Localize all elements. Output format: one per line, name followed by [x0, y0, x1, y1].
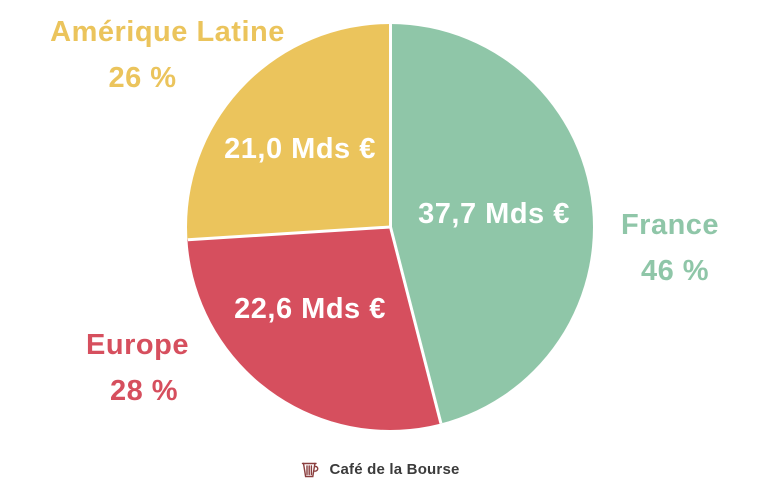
slice-divider: [388, 24, 392, 227]
slice-label-france: France: [620, 209, 720, 241]
pie: [187, 24, 593, 430]
coffee-cup-icon: [302, 462, 319, 478]
brand-footer: Café de la Bourse: [0, 460, 760, 479]
slice-value-europe: 22,6 Mds €: [234, 293, 386, 325]
slice-value-france: 37,7 Mds €: [418, 198, 570, 230]
slice-percent-france: 46 %: [640, 255, 710, 287]
slice-divider: [187, 225, 391, 242]
slice-value-amerique-latine: 21,0 Mds €: [224, 133, 376, 165]
slice-percent-europe: 28 %: [109, 375, 179, 407]
brand-name: Café de la Bourse: [329, 461, 460, 478]
slice-label-amerique-latine: Amérique Latine: [50, 16, 285, 48]
slice-percent-amerique-latine: 26 %: [108, 62, 177, 94]
slice-label-europe: Europe: [86, 329, 189, 361]
